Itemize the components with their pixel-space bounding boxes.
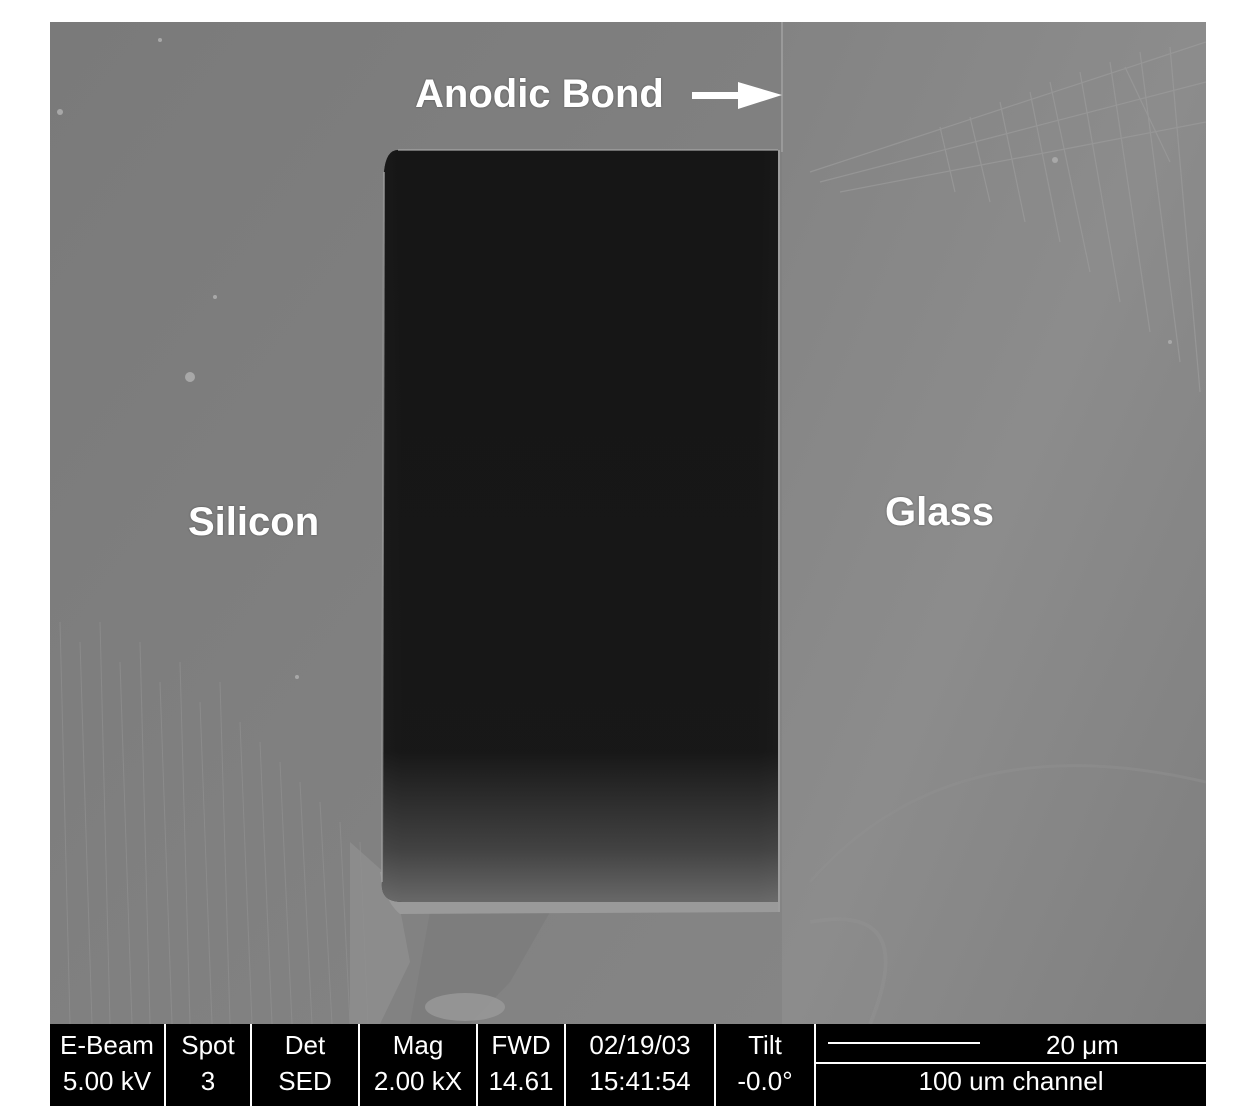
databar-det: Det SED [252, 1024, 360, 1106]
time-value: 15:41:54 [589, 1066, 691, 1096]
fwd-label: FWD [491, 1030, 551, 1060]
fwd-value: 14.61 [488, 1066, 554, 1096]
databar-datetime: 02/19/03 15:41:54 [566, 1024, 716, 1106]
surface-particles [57, 38, 1172, 679]
databar-mag: Mag 2.00 kX [360, 1024, 478, 1106]
glass-ripple [808, 764, 1206, 883]
label-glass: Glass [885, 490, 994, 534]
databar-fwd: FWD 14.61 [478, 1024, 566, 1106]
glass-fracture-striations [809, 41, 1206, 393]
mag-value: 2.00 kX [373, 1066, 463, 1096]
scale-divider [816, 1062, 1206, 1064]
det-label: Det [284, 1030, 326, 1060]
sem-databar: E-Beam 5.00 kV Spot 3 Det SED Mag 2.00 k… [50, 1024, 1206, 1106]
tilt-value: -0.0° [737, 1066, 793, 1096]
sem-micrograph [50, 22, 1206, 1024]
scale-bar [828, 1042, 980, 1044]
tilt-label: Tilt [748, 1030, 782, 1060]
scale-text: 20 μm [1046, 1030, 1119, 1060]
databar-tilt: Tilt -0.0° [716, 1024, 816, 1106]
label-anodic-bond: Anodic Bond [415, 72, 664, 116]
label-silicon: Silicon [188, 500, 320, 544]
ebeam-label: E-Beam [60, 1030, 154, 1060]
spot-label: Spot [181, 1030, 235, 1060]
mag-label: Mag [392, 1030, 444, 1060]
arrow-right-icon [692, 82, 782, 109]
glass-region [782, 22, 1206, 1024]
databar-scale: 20 μm 100 um channel [816, 1024, 1206, 1106]
databar-ebeam: E-Beam 5.00 kV [50, 1024, 166, 1106]
ebeam-value: 5.00 kV [62, 1066, 152, 1096]
micrograph-drawing [50, 22, 1206, 1024]
det-value: SED [278, 1066, 332, 1096]
spot-value: 3 [200, 1066, 216, 1096]
scale-caption: 100 um channel [918, 1066, 1104, 1096]
databar-spot: Spot 3 [166, 1024, 252, 1106]
date-value: 02/19/03 [589, 1030, 691, 1060]
